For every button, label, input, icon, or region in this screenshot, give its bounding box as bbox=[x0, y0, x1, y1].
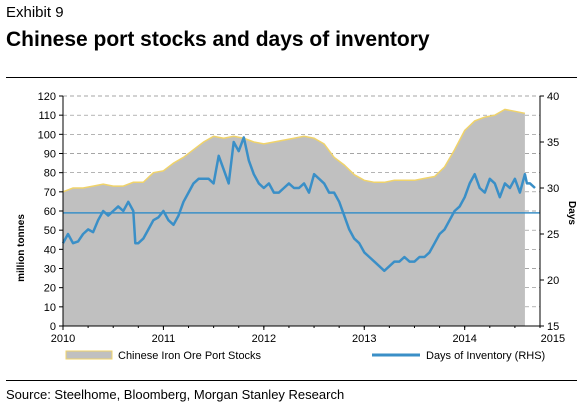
x-tick-label: 2015 bbox=[541, 333, 565, 345]
y-left-tick-label: 120 bbox=[38, 91, 56, 103]
port-stocks-chart: 0 10 20 30 40 50 60 70 80 90 100 110 120 15 20 25 30 35 40… bbox=[16, 91, 577, 362]
y-right-tick-label: 25 bbox=[547, 229, 559, 241]
y-left-tick-label: 100 bbox=[38, 129, 56, 141]
legend: Chinese Iron Ore Port Stocks Days of Inv… bbox=[65, 350, 545, 362]
bottom-divider bbox=[6, 380, 577, 381]
y-left-tick-label: 20 bbox=[44, 283, 56, 295]
y-right-tick-label: 35 bbox=[547, 137, 559, 149]
y-right-tick-label: 15 bbox=[547, 321, 559, 333]
exhibit-label: Exhibit 9 bbox=[6, 4, 64, 21]
y-right-axis-title: Days bbox=[566, 201, 577, 225]
legend-line-label: Days of Inventory (RHS) bbox=[426, 350, 545, 362]
y-right-tick-label: 20 bbox=[547, 275, 559, 287]
y-left-tick-label: 10 bbox=[44, 302, 56, 314]
y-right-tick-label: 30 bbox=[547, 183, 559, 195]
y-left-tick-label: 30 bbox=[44, 264, 56, 276]
source-note: Source: Steelhome, Bloomberg, Morgan Sta… bbox=[6, 387, 345, 402]
y-left-tick-label: 110 bbox=[38, 110, 56, 122]
x-tick-label: 2010 bbox=[51, 333, 75, 345]
x-tick-label: 2012 bbox=[252, 333, 276, 345]
y-left-tick-label: 70 bbox=[44, 187, 56, 199]
x-tick-label: 2011 bbox=[152, 333, 176, 345]
x-tick-label: 2013 bbox=[352, 333, 376, 345]
y-left-axis-title: million tonnes bbox=[16, 214, 27, 282]
days-of-inventory-line bbox=[61, 136, 536, 273]
chart-title: Chinese port stocks and days of inventor… bbox=[6, 28, 430, 51]
y-left-tick-label: 50 bbox=[44, 225, 56, 237]
y-right-tick-label: 40 bbox=[547, 91, 559, 103]
y-left-tick-label: 40 bbox=[44, 244, 56, 256]
y-left-tick-label: 60 bbox=[44, 206, 56, 218]
y-left-tick-label: 90 bbox=[44, 149, 56, 161]
x-tick-label: 2014 bbox=[452, 333, 476, 345]
port-stocks-area-edge bbox=[62, 108, 526, 193]
y-left-tick-label: 0 bbox=[50, 321, 56, 333]
legend-area-label: Chinese Iron Ore Port Stocks bbox=[118, 350, 262, 362]
top-divider bbox=[6, 77, 577, 78]
y-left-tick-label: 80 bbox=[44, 168, 56, 180]
axis-ticks: 0 10 20 30 40 50 60 70 80 90 100 110 120 15 20 25 30 35 40… bbox=[38, 91, 565, 345]
port-stocks-area bbox=[63, 109, 525, 327]
legend-area-swatch bbox=[65, 350, 113, 360]
